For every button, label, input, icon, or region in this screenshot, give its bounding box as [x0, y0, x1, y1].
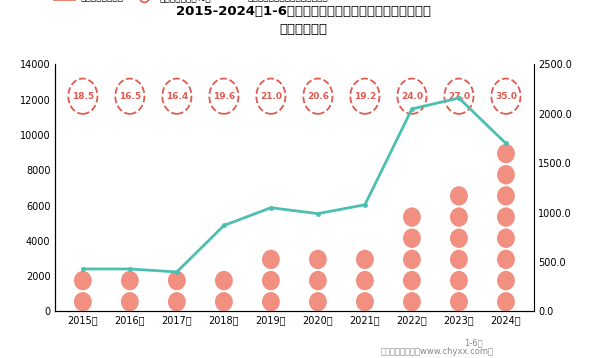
Ellipse shape: [403, 228, 421, 248]
Ellipse shape: [168, 271, 186, 290]
Text: 16.4: 16.4: [166, 92, 188, 101]
Ellipse shape: [215, 271, 233, 290]
Ellipse shape: [497, 271, 515, 290]
Ellipse shape: [497, 165, 515, 184]
Ellipse shape: [497, 186, 515, 205]
Text: 24.0: 24.0: [401, 92, 423, 101]
Text: 损企业统计图: 损企业统计图: [279, 23, 328, 36]
Text: 21.0: 21.0: [260, 92, 282, 101]
Ellipse shape: [309, 271, 327, 290]
Ellipse shape: [309, 292, 327, 311]
Ellipse shape: [450, 207, 468, 227]
Ellipse shape: [356, 250, 374, 269]
Ellipse shape: [215, 292, 233, 311]
Text: 27.0: 27.0: [448, 92, 470, 101]
Text: 制图：智研咋询（www.chyxx.com）: 制图：智研咋询（www.chyxx.com）: [381, 347, 493, 356]
Ellipse shape: [497, 250, 515, 269]
Ellipse shape: [121, 271, 139, 290]
Ellipse shape: [403, 250, 421, 269]
Ellipse shape: [262, 250, 280, 269]
Ellipse shape: [74, 292, 92, 311]
Text: 18.5: 18.5: [72, 92, 94, 101]
Text: 20.6: 20.6: [307, 92, 329, 101]
Text: 1-6月: 1-6月: [464, 338, 483, 347]
Text: 16.5: 16.5: [119, 92, 141, 101]
Ellipse shape: [403, 207, 421, 227]
Ellipse shape: [450, 228, 468, 248]
Ellipse shape: [497, 292, 515, 311]
Ellipse shape: [497, 228, 515, 248]
Ellipse shape: [262, 292, 280, 311]
Ellipse shape: [497, 144, 515, 163]
Ellipse shape: [356, 292, 374, 311]
Ellipse shape: [450, 292, 468, 311]
Text: 2015-2024年1-6月计算机、通信和其他电子设备制造业产: 2015-2024年1-6月计算机、通信和其他电子设备制造业产: [176, 5, 431, 18]
Ellipse shape: [450, 186, 468, 205]
Ellipse shape: [403, 271, 421, 290]
Ellipse shape: [356, 271, 374, 290]
Ellipse shape: [450, 250, 468, 269]
Legend: 产损企业数（个）, 产损企业占比（%）, 产损企业产损总额累计值（亿元）: 产损企业数（个）, 产损企业占比（%）, 产损企业产损总额累计值（亿元）: [50, 0, 331, 6]
Ellipse shape: [450, 271, 468, 290]
Ellipse shape: [262, 271, 280, 290]
Ellipse shape: [403, 292, 421, 311]
Ellipse shape: [168, 292, 186, 311]
Ellipse shape: [497, 207, 515, 227]
Ellipse shape: [74, 271, 92, 290]
Text: 19.6: 19.6: [212, 92, 235, 101]
Text: 19.2: 19.2: [354, 92, 376, 101]
Ellipse shape: [121, 292, 139, 311]
Text: 35.0: 35.0: [495, 92, 517, 101]
Ellipse shape: [309, 250, 327, 269]
